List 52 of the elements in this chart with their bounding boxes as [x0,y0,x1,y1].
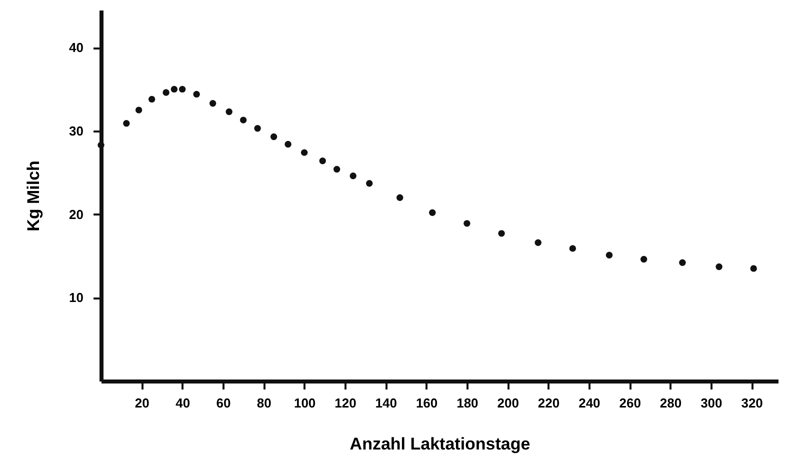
point [429,209,436,216]
y-tick-label: 30 [69,123,84,138]
point [178,86,186,93]
point [366,180,373,187]
x-tick-label: 300 [700,396,722,410]
point [464,220,470,227]
x-tick-label: 220 [538,396,560,410]
point [534,239,542,246]
point [284,140,292,148]
point [750,265,757,272]
point [716,263,722,270]
point [333,166,340,173]
x-tick-label: 140 [375,396,397,410]
x-tick-label: 120 [334,396,356,410]
point [396,194,404,201]
x-tick-label: 240 [578,396,600,410]
y-tick-label: 20 [69,206,84,222]
x-tick-label: 320 [741,396,763,410]
point [640,256,648,263]
point [270,133,278,140]
point [350,172,356,180]
x-tick-label: 60 [216,396,231,410]
x-tick-label: 80 [256,396,272,410]
y-tick-label: 10 [69,290,84,306]
point [498,230,505,237]
point [123,120,130,127]
point [679,259,686,266]
point [193,90,200,98]
x-tick-label: 200 [497,396,519,410]
point [226,108,232,116]
point [135,106,142,114]
x-tick-label: 40 [176,396,190,410]
x-tick-label: 20 [134,396,150,410]
x-axis-title: Anzahl Laktationstage [350,434,530,454]
x-tick-label: 160 [416,396,438,410]
x-tick-label: 100 [294,396,316,410]
y-tick-label: 40 [69,40,84,56]
x-tick-label: 260 [619,396,641,410]
point [209,100,216,107]
y-axis-title: Kg Milch [24,160,44,232]
point [606,252,613,258]
x-tick-label: 180 [456,396,478,410]
point [170,86,178,93]
point [300,149,308,156]
point [254,125,261,132]
point [98,142,104,148]
point [319,158,326,164]
point [148,96,156,103]
point [162,89,170,96]
x-tick-label: 280 [660,396,682,410]
point [569,245,576,252]
point [240,116,247,124]
